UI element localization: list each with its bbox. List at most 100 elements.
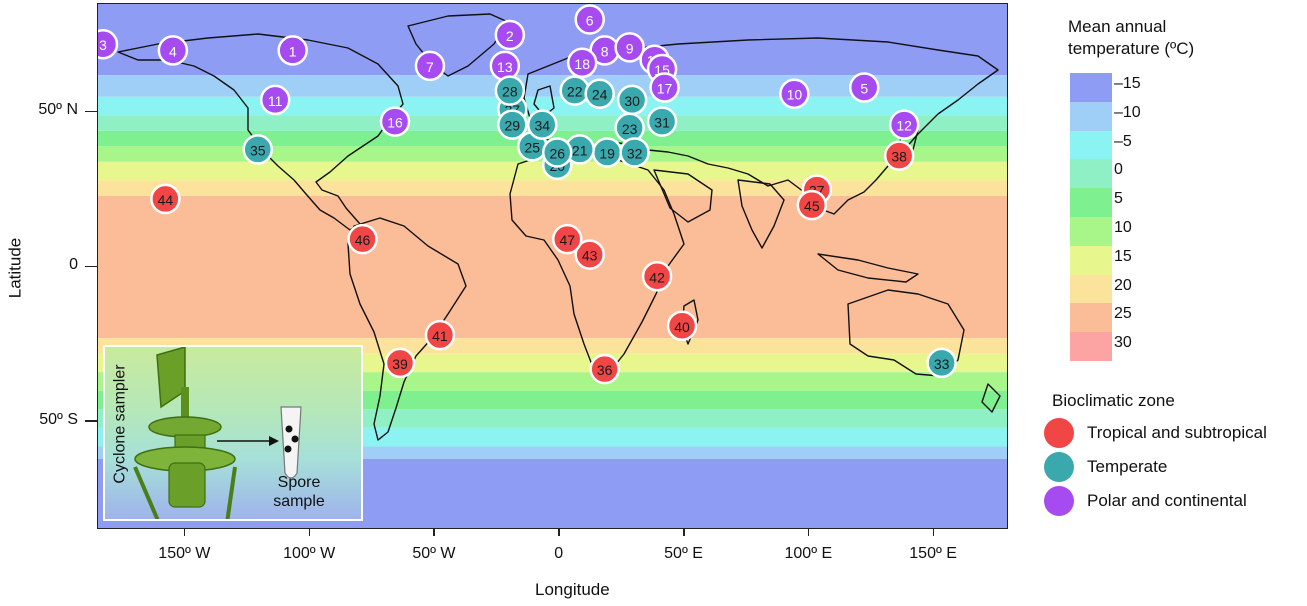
x-tick-label: 100º W — [283, 545, 336, 562]
indonesia-outline — [817, 253, 919, 283]
site-marker-47: 47 — [551, 223, 583, 255]
site-circle — [646, 106, 678, 137]
site-number: 19 — [599, 146, 615, 162]
site-circle — [574, 4, 605, 35]
site-number: 32 — [627, 146, 643, 162]
site-marker-9: 9 — [614, 32, 645, 63]
site-circle — [379, 106, 411, 137]
site-marker-3: 3 — [98, 28, 119, 60]
site-marker-12: 12 — [888, 109, 920, 140]
x-tick-label: 0 — [554, 545, 564, 562]
india-outline — [737, 179, 785, 249]
site-marker-41: 41 — [424, 319, 456, 351]
spore-sample-label-line2: sample — [273, 493, 325, 510]
scale-swatch — [1070, 130, 1112, 160]
x-tick-label: 50º E — [664, 545, 703, 562]
site-circle — [888, 109, 920, 140]
site-marker-10: 10 — [779, 78, 810, 109]
site-number: 22 — [567, 84, 583, 100]
site-number: 29 — [505, 118, 521, 134]
site-circle — [566, 47, 598, 79]
x-tick-mark — [683, 529, 685, 536]
zone-dot — [1044, 452, 1074, 482]
site-number: 33 — [934, 356, 950, 372]
site-circle — [796, 189, 828, 221]
site-marker-33: 33 — [926, 347, 957, 379]
zone-item-tropical: Tropical and subtropical — [1044, 418, 1267, 448]
site-marker-29: 29 — [497, 109, 528, 140]
site-marker-18: 18 — [566, 47, 598, 79]
x-tick-mark — [807, 529, 810, 536]
site-circle — [848, 72, 880, 103]
zone-legend-title: Bioclimatic zone — [1052, 391, 1175, 410]
site-marker-13: 13 — [489, 50, 521, 82]
site-marker-7: 7 — [414, 50, 446, 82]
site-number: 21 — [572, 142, 588, 158]
site-number: 42 — [649, 269, 665, 285]
scale-swatch — [1070, 101, 1112, 131]
site-marker-45: 45 — [796, 189, 828, 221]
site-number: 30 — [624, 93, 640, 109]
site-circle — [584, 78, 615, 109]
x-tick-label: 150º W — [158, 545, 211, 562]
site-circle — [259, 84, 291, 116]
scale-swatch — [1070, 73, 1112, 102]
y-tick-label: 0 — [69, 256, 78, 273]
scale-swatch — [1070, 216, 1112, 246]
site-circle — [616, 84, 648, 116]
site-circle — [242, 134, 273, 165]
zone-item-polar: Polar and continental — [1044, 486, 1247, 516]
site-marker-19: 19 — [591, 137, 623, 168]
x-tick-label: 100º E — [784, 545, 833, 562]
site-marker-4: 4 — [157, 35, 189, 66]
site-circle — [883, 140, 915, 171]
zone-dot — [1044, 486, 1074, 516]
x-tick-mark — [932, 529, 935, 536]
site-number: 1 — [289, 43, 297, 59]
site-circle — [157, 35, 189, 66]
temperature-legend-title-line2: temperature (ºC) — [1068, 39, 1195, 58]
x-tick-label: 50º W — [412, 545, 456, 562]
site-number: 39 — [392, 356, 408, 372]
site-marker-31: 31 — [646, 106, 678, 137]
site-marker-32: 32 — [619, 137, 650, 168]
site-marker-38: 38 — [883, 140, 915, 171]
site-marker-30: 30 — [616, 84, 648, 116]
site-number: 38 — [891, 149, 907, 165]
site-marker-16: 16 — [379, 106, 411, 137]
site-number: 10 — [787, 87, 803, 103]
y-tick-mark — [85, 420, 97, 422]
site-marker-2: 2 — [494, 19, 526, 51]
site-number: 2 — [506, 28, 514, 44]
site-number: 18 — [574, 56, 590, 72]
temperature-band — [98, 180, 1007, 196]
site-circle — [277, 35, 308, 66]
y-tick-mark — [85, 110, 97, 113]
site-number: 45 — [804, 198, 820, 214]
zone-item-temperate: Temperate — [1044, 452, 1167, 482]
scale-swatch — [1070, 159, 1112, 189]
site-circle — [574, 239, 605, 270]
site-circle — [414, 50, 446, 82]
zone-label: Tropical and subtropical — [1087, 423, 1267, 442]
spore-sample-label: Spore sample — [265, 473, 333, 511]
site-circle — [619, 137, 650, 168]
scale-label: –5 — [1114, 132, 1132, 150]
site-circle — [666, 310, 698, 342]
site-marker-22: 22 — [559, 75, 590, 106]
scale-label: –10 — [1114, 103, 1141, 121]
site-marker-5: 5 — [848, 72, 880, 103]
temperature-legend-title: Mean annual temperature (ºC) — [1068, 16, 1268, 60]
cyclone-sampler-illustration — [133, 347, 302, 519]
scale-label: –15 — [1114, 75, 1141, 92]
site-circle — [779, 78, 810, 109]
y-tick-label: 50º N — [38, 101, 78, 119]
site-marker-40: 40 — [666, 310, 698, 342]
x-tick-mark — [183, 529, 186, 536]
temperature-color-scale — [1070, 73, 1112, 361]
site-circle — [384, 347, 416, 379]
temperature-band — [98, 195, 1007, 339]
site-number: 13 — [497, 59, 513, 75]
site-circle — [541, 137, 573, 168]
site-marker-34: 34 — [527, 109, 558, 140]
